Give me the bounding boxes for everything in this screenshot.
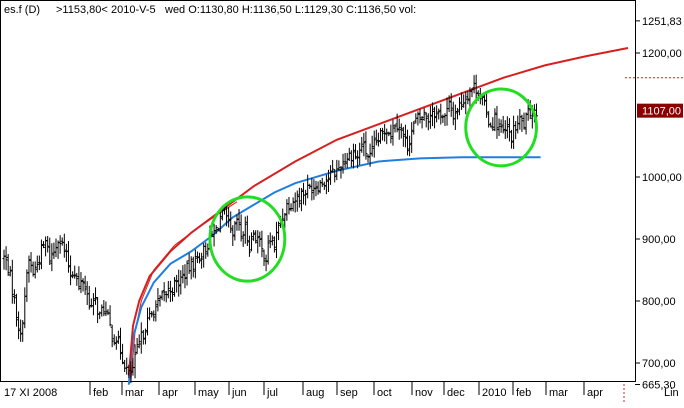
x-axis-ticks: feb mar apr may jun jul aug sep oct nov dec 2010 feb… <box>89 382 625 403</box>
y-tick-label: 900,00 <box>642 234 676 246</box>
header-date: 2010-V-5 <box>111 4 156 16</box>
y-axis-ticks: 1251,83 1200,00 1000,00 900,00 800,00 700,00 6… <box>635 16 682 392</box>
header-ohlc: wed O:1130,80 H:1136,50 L:1129,30 C:1136… <box>164 4 416 16</box>
upper-curve <box>127 47 629 376</box>
lower-curve <box>127 156 541 385</box>
y-tick-label: 800,00 <box>642 296 676 308</box>
highlight-circles <box>208 87 538 283</box>
x-tick-label: 2010 <box>482 387 506 399</box>
y-tick-label: 700,00 <box>642 358 676 370</box>
chart-header: es.f (D) >1153,80< 2010-V-5 wed O:1130,8… <box>4 4 416 16</box>
x-tick-label: oct <box>377 387 392 399</box>
y-tick-label: 665,30 <box>642 380 676 392</box>
scale-label: Lin <box>664 387 679 399</box>
y-tick-label: 1251,83 <box>642 16 682 28</box>
price-bars <box>2 74 538 384</box>
x-tick-label: mar <box>549 387 568 399</box>
highlight-circle-1 <box>208 195 287 283</box>
price-tag: 1107,00 <box>637 103 683 118</box>
x-tick-label: apr <box>587 387 603 399</box>
x-tick-label: nov <box>415 387 433 399</box>
header-symbol: es.f (D) <box>4 4 40 16</box>
x-tick-label: may <box>198 387 219 399</box>
x-tick-label: jul <box>266 387 278 399</box>
x-tick-label: feb <box>93 387 108 399</box>
y-tick-label: 1200,00 <box>642 48 682 60</box>
price-tag-label: 1107,00 <box>642 106 681 118</box>
highlight-circle-2 <box>464 87 538 168</box>
x-tick-label: dec <box>447 387 465 399</box>
x-axis-start-label: 17 XI 2008 <box>4 387 57 399</box>
price-tag-background <box>637 103 683 118</box>
x-tick-label: mar <box>125 387 144 399</box>
header-last: >1153,80< <box>56 4 108 16</box>
x-tick-label: jun <box>231 387 247 399</box>
x-tick-label: sep <box>340 387 358 399</box>
y-tick-label: 1000,00 <box>642 172 682 184</box>
x-tick-label: aug <box>306 387 324 399</box>
x-tick-label: feb <box>516 387 531 399</box>
x-tick-label: apr <box>162 387 178 399</box>
